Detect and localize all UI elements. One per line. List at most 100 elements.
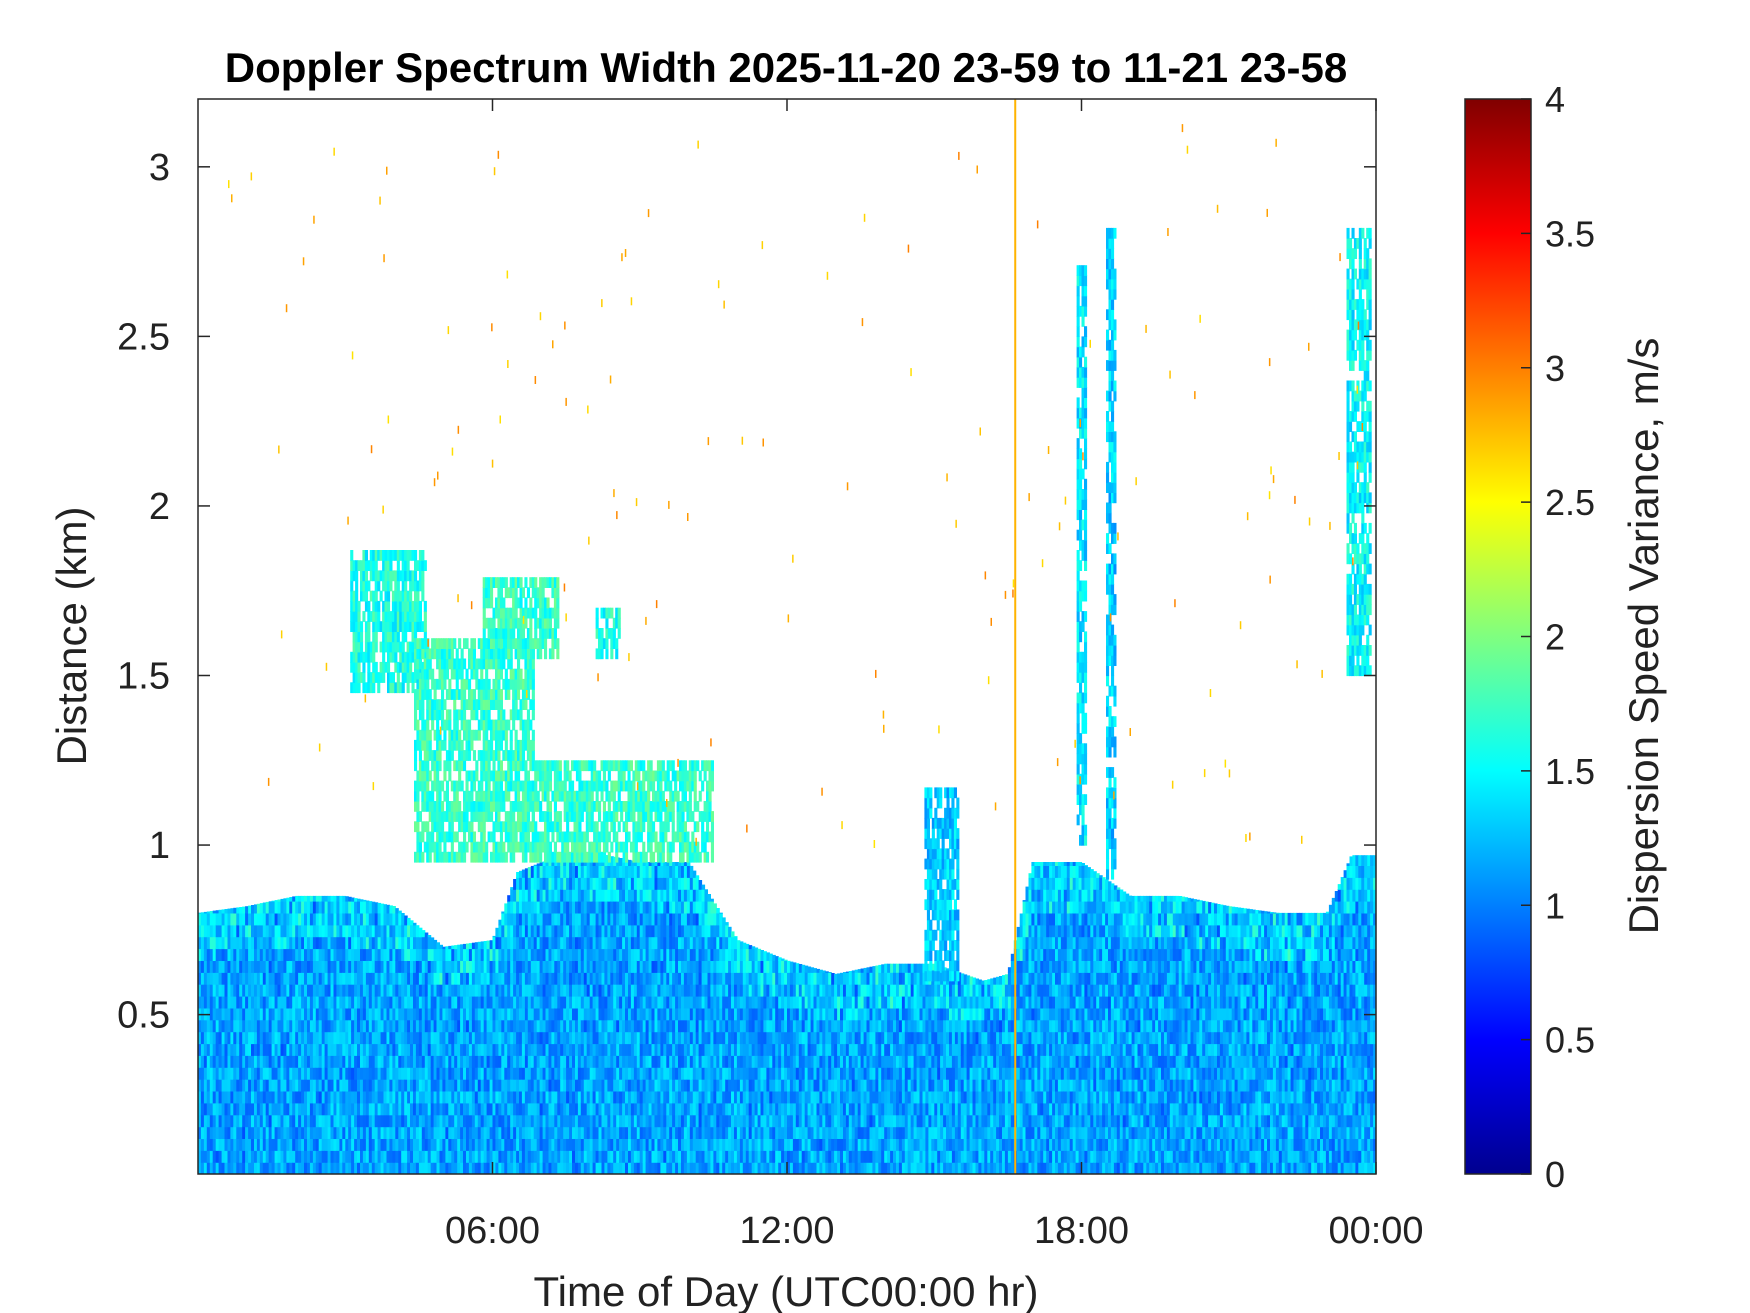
heatmap-cell — [654, 1126, 658, 1139]
heatmap-cell — [486, 1019, 491, 1033]
heatmap-cell — [519, 1079, 523, 1092]
heatmap-cell — [362, 899, 367, 902]
heatmap-cell — [769, 1079, 773, 1092]
heatmap-cell — [480, 1126, 485, 1139]
heatmap-cell — [415, 948, 420, 961]
heatmap-cell — [203, 911, 208, 914]
heatmap-cell — [524, 1162, 529, 1174]
heatmap-cell — [501, 996, 505, 1009]
heatmap-cell — [209, 1126, 214, 1139]
heatmap-cell — [245, 1090, 249, 1104]
heatmap-cell — [695, 1126, 700, 1139]
heatmap-cell — [633, 948, 638, 961]
heatmap-cell — [572, 912, 576, 926]
heatmap-cell — [454, 1150, 458, 1163]
heatmap-cell — [333, 948, 337, 961]
heatmap-cell — [595, 877, 600, 890]
heatmap-cell — [545, 996, 549, 1009]
heatmap-cell — [227, 1114, 231, 1128]
heatmap-cell — [251, 1055, 255, 1068]
heatmap-cell — [477, 1007, 482, 1021]
heatmap-cell — [527, 1031, 532, 1045]
heatmap-cell — [200, 1090, 205, 1104]
heatmap-cell — [295, 1019, 299, 1033]
heatmap-cell — [254, 1019, 258, 1033]
heatmap-cell — [760, 1126, 764, 1139]
heatmap-cell — [719, 1126, 723, 1139]
heatmap-cell — [286, 1079, 290, 1092]
heatmap-cell — [330, 1102, 334, 1116]
heatmap-cell — [407, 1102, 411, 1116]
heatmap-cell — [318, 996, 323, 1009]
heatmap-cell — [345, 960, 349, 973]
heatmap-cell — [775, 1079, 779, 1092]
heatmap-cell — [789, 972, 794, 985]
heatmap-cell — [698, 1067, 703, 1080]
heatmap-cell — [760, 1007, 764, 1021]
heatmap-cell — [474, 996, 479, 1009]
heatmap-cell — [215, 910, 220, 914]
heatmap-cell — [318, 912, 323, 926]
heatmap-cell — [386, 984, 390, 997]
heatmap-cell — [548, 936, 552, 950]
heatmap-cell — [348, 1043, 352, 1056]
heatmap-cell — [719, 912, 723, 926]
heatmap-cell — [280, 1043, 284, 1056]
heatmap-cell — [554, 1162, 558, 1174]
heatmap-cell — [636, 1138, 641, 1151]
heatmap-cell — [301, 1067, 305, 1080]
heatmap-cell — [398, 1126, 402, 1139]
heatmap-cell — [348, 984, 352, 997]
heatmap-cell — [203, 1090, 208, 1104]
heatmap-cell — [575, 936, 579, 950]
heatmap-cell — [362, 901, 367, 914]
heatmap-cell — [392, 936, 396, 950]
heatmap-cell — [492, 1031, 496, 1045]
heatmap-cell — [716, 1055, 720, 1068]
heatmap-cell — [681, 1067, 685, 1080]
heatmap-cell — [495, 1162, 499, 1174]
heatmap-cell — [713, 1079, 717, 1092]
heatmap-cell — [354, 1138, 358, 1151]
heatmap-cell — [345, 1114, 349, 1128]
heatmap-cell — [686, 1067, 691, 1080]
heatmap-cell — [804, 984, 809, 997]
heatmap-cell — [566, 996, 570, 1009]
heatmap-cell — [742, 942, 747, 950]
heatmap-cell — [510, 936, 514, 950]
heatmap-cell — [766, 1007, 770, 1021]
heatmap-cell — [663, 1055, 667, 1068]
heatmap-cell — [336, 1138, 340, 1151]
heatmap-cell — [292, 996, 296, 1009]
heatmap-cell — [619, 1090, 623, 1104]
heatmap-cell — [613, 1138, 617, 1151]
heatmap-cell — [345, 1162, 349, 1174]
heatmap-cell — [787, 1055, 791, 1068]
heatmap-cell — [566, 960, 570, 973]
heatmap-cell — [645, 1019, 650, 1033]
heatmap-cell — [563, 889, 567, 902]
heatmap-cell — [566, 901, 570, 914]
heatmap-cell — [357, 984, 361, 997]
heatmap-cell — [521, 1138, 526, 1151]
heatmap-cell — [710, 912, 714, 926]
heatmap-cell — [807, 984, 812, 997]
heatmap-cell — [628, 924, 632, 938]
heatmap-cell — [524, 960, 529, 973]
heatmap-cell — [239, 972, 243, 985]
heatmap-cell — [660, 1019, 664, 1033]
heatmap-cell — [530, 1162, 535, 1174]
heatmap-cell — [757, 1019, 762, 1033]
heatmap-cell — [248, 1067, 252, 1080]
heatmap-cell — [212, 1150, 217, 1163]
heatmap-cell — [304, 1019, 308, 1033]
heatmap-cell — [445, 1090, 449, 1104]
heatmap-cell — [622, 1043, 626, 1056]
heatmap-cell — [748, 1150, 753, 1163]
heatmap-cell — [215, 1138, 220, 1151]
heatmap-cell — [339, 936, 343, 950]
heatmap-cell — [539, 924, 544, 938]
heatmap-cell — [427, 1043, 432, 1056]
heatmap-cell — [454, 984, 458, 997]
heatmap-cell — [327, 1162, 332, 1174]
